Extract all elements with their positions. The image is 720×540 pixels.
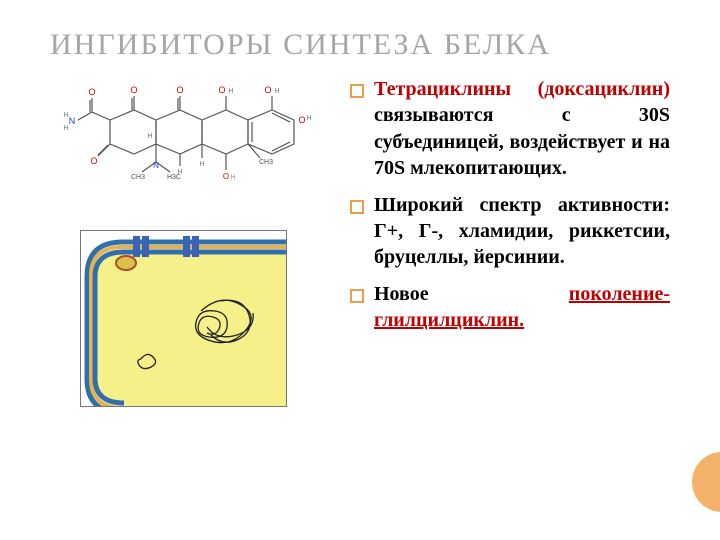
svg-text:O: O: [176, 85, 183, 95]
svg-text:H: H: [228, 88, 233, 95]
svg-text:N: N: [69, 116, 76, 126]
svg-text:O: O: [90, 156, 97, 166]
svg-text:H: H: [147, 133, 152, 140]
svg-text:O: O: [223, 172, 229, 181]
left-column: O O O H O H O H O N H H O N CH3: [50, 76, 330, 407]
svg-text:O: O: [88, 87, 95, 97]
svg-text:O: O: [218, 85, 225, 95]
svg-text:H: H: [306, 115, 311, 122]
svg-text:CH3: CH3: [259, 159, 273, 166]
bullet3-lead: Новое: [374, 283, 569, 305]
svg-text:O: O: [130, 85, 137, 95]
bullet1-rest: связываются с 30S субъединицей, воздейст…: [374, 104, 670, 179]
bullet1-accent: Тетрациклины (доксациклин): [374, 78, 670, 100]
decor-circle: [692, 452, 720, 512]
slide: ИНГИБИТОРЫ СИНТЕЗА БЕЛКА: [0, 0, 720, 540]
svg-text:H: H: [231, 175, 235, 181]
list-item: Новое поколение-глилцилциклин.: [350, 281, 670, 334]
svg-text:H: H: [63, 112, 68, 119]
list-item: Тетрациклины (доксациклин) связываются с…: [350, 76, 670, 182]
svg-text:H: H: [63, 125, 68, 132]
content-row: O O O H O H O H O N H H O N CH3: [50, 76, 670, 407]
molecule-structure: O O O H O H O H O N H H O N CH3: [50, 82, 318, 192]
page-title: ИНГИБИТОРЫ СИНТЕЗА БЕЛКА: [50, 28, 670, 62]
molecule-svg: O O O H O H O H O N H H O N CH3: [50, 82, 318, 192]
right-column: Тетрациклины (доксациклин) связываются с…: [350, 76, 670, 407]
svg-text:N: N: [153, 161, 159, 170]
svg-text:H: H: [274, 88, 279, 95]
svg-text:H: H: [177, 169, 182, 176]
svg-text:H: H: [199, 161, 204, 168]
cell-diagram: [80, 230, 287, 407]
bullet-list: Тетрациклины (доксациклин) связываются с…: [350, 76, 670, 334]
list-item: Широкий спектр активности: Г+, Г-, хлами…: [350, 192, 670, 271]
cell-svg: [81, 231, 286, 406]
svg-text:CH3: CH3: [131, 174, 145, 181]
svg-text:O: O: [264, 85, 271, 95]
svg-text:O: O: [298, 115, 305, 125]
